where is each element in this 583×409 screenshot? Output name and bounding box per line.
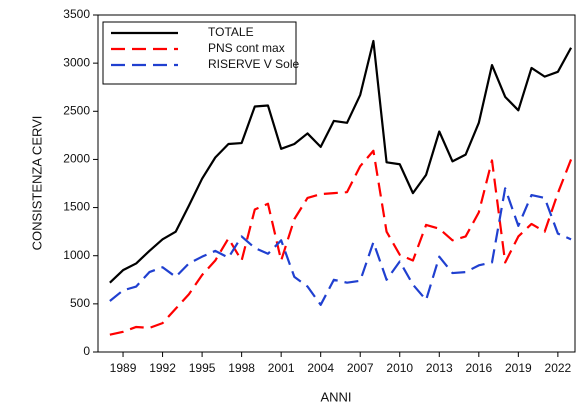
series-line [109, 39, 573, 284]
y-axis-title: CONSISTENZA CERVI [29, 116, 44, 251]
x-tick-label: 2022 [545, 361, 572, 375]
y-tick-label: 2000 [63, 152, 90, 166]
series-line [109, 187, 572, 306]
legend-label: TOTALE [208, 25, 254, 39]
x-tick-label: 2001 [268, 361, 295, 375]
y-tick-label: 1500 [63, 200, 90, 214]
x-axis-title: ANNI [320, 389, 351, 404]
y-tick-label: 500 [70, 296, 90, 310]
x-tick-label: 2010 [386, 361, 413, 375]
y-tick-label: 3500 [63, 7, 90, 21]
y-tick-label: 2500 [63, 103, 90, 117]
legend-label: RISERVE V Sole [208, 57, 299, 71]
x-tick-label: 1992 [149, 361, 176, 375]
x-tick-label: 2007 [347, 361, 374, 375]
x-tick-label: 2013 [426, 361, 453, 375]
x-tick-label: 2004 [307, 361, 334, 375]
x-tick-label: 1989 [110, 361, 137, 375]
legend-box [102, 21, 297, 85]
series-line [109, 149, 573, 336]
y-tick-label: 0 [83, 344, 90, 358]
x-tick-label: 2019 [505, 361, 532, 375]
plot-frame [97, 14, 576, 353]
x-tick-label: 2016 [465, 361, 492, 375]
y-tick-label: 1000 [63, 248, 90, 262]
legend-label: PNS cont max [208, 41, 285, 55]
y-tick-label: 3000 [63, 55, 90, 69]
x-tick-label: 1995 [189, 361, 216, 375]
x-tick-label: 1998 [228, 361, 255, 375]
